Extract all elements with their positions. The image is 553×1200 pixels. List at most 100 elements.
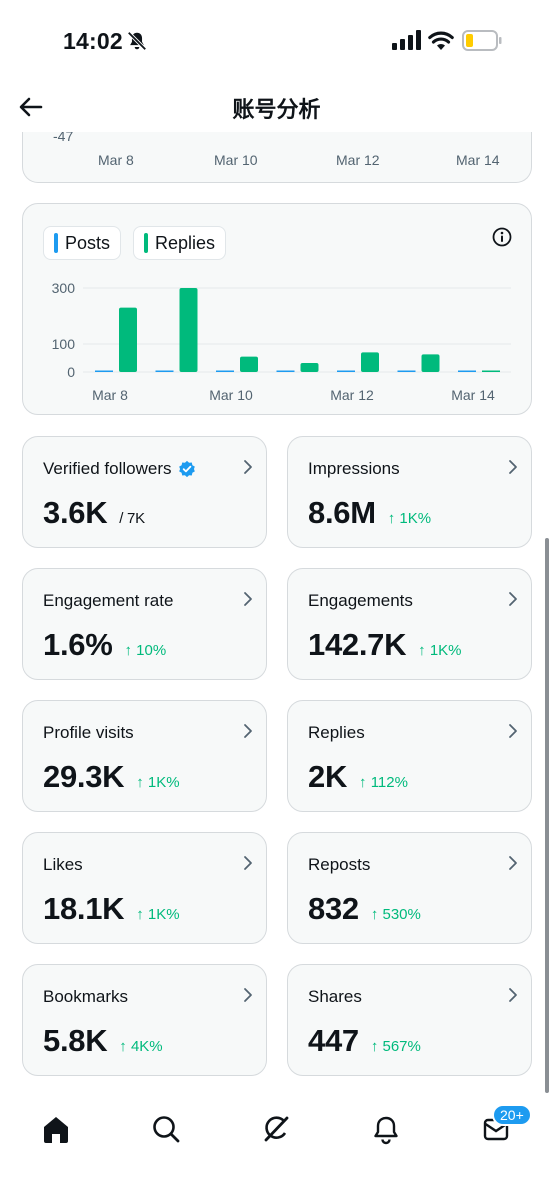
legend-posts-swatch bbox=[54, 233, 58, 253]
stat-change: ↑ 530% bbox=[370, 906, 421, 923]
stat-value: 447 bbox=[308, 1023, 359, 1058]
stat-card[interactable]: Shares 447 ↑ 567% bbox=[287, 964, 532, 1076]
stat-label-text: Engagements bbox=[308, 591, 413, 610]
posts-replies-bar-chart: 300 100 0 Mar 8 Mar 10 Mar 12 Mar 14 bbox=[52, 280, 511, 403]
nav-grok-button[interactable] bbox=[256, 1109, 296, 1149]
replies-bar[interactable] bbox=[179, 288, 198, 372]
bell-muted-icon bbox=[127, 31, 147, 51]
stat-value-row: 1.6% ↑ 10% bbox=[43, 627, 166, 663]
replies-bar[interactable] bbox=[421, 354, 440, 372]
legend-replies-toggle[interactable]: Replies bbox=[133, 226, 227, 260]
stat-change: ↑ 4K% bbox=[119, 1038, 163, 1055]
stat-value: 8.6M bbox=[308, 495, 376, 530]
chevron-right-icon bbox=[509, 724, 517, 738]
posts-bar[interactable] bbox=[337, 370, 355, 373]
stat-value: 29.3K bbox=[43, 759, 125, 794]
top-chart-xtick: Mar 8 bbox=[98, 152, 134, 168]
stat-value: 5.8K bbox=[43, 1023, 108, 1058]
stat-label-text: Reposts bbox=[308, 855, 371, 874]
stat-label: Engagement rate bbox=[43, 591, 173, 611]
nav-search-button[interactable] bbox=[146, 1109, 186, 1149]
stat-value-row: 29.3K ↑ 1K% bbox=[43, 759, 180, 795]
stat-value-row: 832 ↑ 530% bbox=[308, 891, 421, 927]
stat-label-text: Shares bbox=[308, 987, 362, 1006]
stat-label: Bookmarks bbox=[43, 987, 128, 1007]
y-tick-label: 0 bbox=[67, 364, 75, 380]
posts-bar[interactable] bbox=[458, 370, 476, 373]
posts-bar[interactable] bbox=[155, 370, 174, 373]
stat-label-text: Impressions bbox=[308, 459, 400, 478]
stat-card[interactable]: Engagement rate 1.6% ↑ 10% bbox=[22, 568, 267, 680]
stat-card[interactable]: Replies 2K ↑ 112% bbox=[287, 700, 532, 812]
status-time: 14:02 bbox=[63, 28, 123, 54]
stat-value-row: 3.6K / 7K bbox=[43, 495, 145, 531]
stat-value: 142.7K bbox=[308, 627, 407, 662]
stat-label: Shares bbox=[308, 987, 362, 1007]
stat-card[interactable]: Engagements 142.7K ↑ 1K% bbox=[287, 568, 532, 680]
replies-bar[interactable] bbox=[300, 363, 319, 372]
stat-label-text: Profile visits bbox=[43, 723, 134, 742]
chevron-right-icon bbox=[244, 460, 252, 474]
posts-bar[interactable] bbox=[95, 370, 113, 373]
stat-card[interactable]: Reposts 832 ↑ 530% bbox=[287, 832, 532, 944]
stat-value-row: 18.1K ↑ 1K% bbox=[43, 891, 180, 927]
stat-label: Reposts bbox=[308, 855, 370, 875]
chevron-right-icon bbox=[509, 592, 517, 606]
bell-icon bbox=[374, 1116, 398, 1145]
stat-card[interactable]: Impressions 8.6M ↑ 1K% bbox=[287, 436, 532, 548]
stat-label: Verified followers bbox=[43, 459, 196, 479]
posts-bar[interactable] bbox=[397, 370, 416, 373]
chevron-right-icon bbox=[244, 856, 252, 870]
stat-card[interactable]: Likes 18.1K ↑ 1K% bbox=[22, 832, 267, 944]
x-tick-label: Mar 8 bbox=[92, 387, 128, 403]
home-icon bbox=[44, 1117, 68, 1143]
chevron-right-icon bbox=[509, 460, 517, 474]
nav-notifications-button[interactable] bbox=[366, 1109, 406, 1149]
wifi-icon bbox=[428, 31, 454, 50]
stat-value: 3.6K bbox=[43, 495, 108, 530]
replies-bar[interactable] bbox=[119, 307, 137, 372]
posts-bar[interactable] bbox=[216, 370, 234, 373]
stat-value: 2K bbox=[308, 759, 348, 794]
verified-badge-icon bbox=[178, 460, 195, 478]
replies-bar[interactable] bbox=[361, 352, 379, 372]
stat-change: ↑ 1K% bbox=[136, 906, 180, 923]
replies-bar[interactable] bbox=[240, 356, 258, 372]
chevron-right-icon bbox=[244, 592, 252, 606]
legend-posts-toggle[interactable]: Posts bbox=[43, 226, 122, 260]
y-tick-label: 300 bbox=[52, 280, 76, 296]
posts-bar[interactable] bbox=[276, 370, 295, 373]
stat-label: Likes bbox=[43, 855, 83, 875]
stat-label-text: Likes bbox=[43, 855, 83, 874]
chevron-right-icon bbox=[509, 988, 517, 1002]
top-chart-xtick: Mar 14 bbox=[456, 152, 500, 168]
replies-bar[interactable] bbox=[482, 370, 500, 373]
nav-home-button[interactable] bbox=[36, 1109, 76, 1149]
stat-label: Engagements bbox=[308, 591, 413, 611]
stat-change: ↑ 1K% bbox=[136, 774, 180, 791]
stat-label-text: Replies bbox=[308, 723, 365, 742]
page-title: 账号分析 bbox=[232, 97, 321, 122]
status-bar: 14:02 bbox=[0, 0, 553, 80]
back-button[interactable] bbox=[14, 90, 48, 124]
stat-label: Impressions bbox=[308, 459, 400, 479]
stat-card[interactable]: Profile visits 29.3K ↑ 1K% bbox=[22, 700, 267, 812]
stat-value: 18.1K bbox=[43, 891, 125, 926]
x-tick-label: Mar 10 bbox=[209, 387, 253, 403]
stat-value-row: 142.7K ↑ 1K% bbox=[308, 627, 462, 663]
stat-sub-value: / 7K bbox=[119, 510, 145, 527]
info-icon[interactable] bbox=[491, 226, 513, 248]
scrollbar[interactable] bbox=[545, 538, 549, 1093]
stat-value-row: 5.8K ↑ 4K% bbox=[43, 1023, 163, 1059]
header: 账号分析 bbox=[0, 82, 553, 130]
posts-replies-chart-card: Posts Replies 300 100 0 Mar 8 Mar 10 Mar 12 Ma… bbox=[22, 203, 532, 415]
stat-card[interactable]: Verified followers 3.6K / 7K bbox=[22, 436, 267, 548]
stat-change: ↑ 1K% bbox=[418, 642, 462, 659]
bottom-nav bbox=[0, 1095, 553, 1200]
grok-icon bbox=[264, 1116, 289, 1142]
chevron-right-icon bbox=[244, 724, 252, 738]
x-tick-label: Mar 12 bbox=[330, 387, 374, 403]
stat-label-text: Engagement rate bbox=[43, 591, 174, 610]
stat-value-row: 2K ↑ 112% bbox=[308, 759, 408, 795]
stat-card[interactable]: Bookmarks 5.8K ↑ 4K% bbox=[22, 964, 267, 1076]
